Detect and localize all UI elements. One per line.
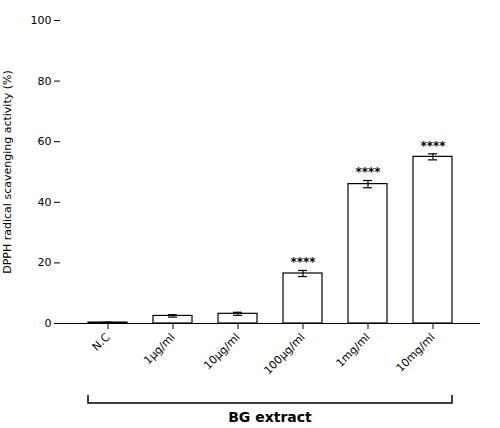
svg-text:100: 100 [31,14,52,27]
svg-text:DPPH radical scavenging activi: DPPH radical scavenging activity (%) [1,70,14,273]
svg-text:60: 60 [38,135,52,148]
svg-text:10μg/ml: 10μg/ml [201,331,242,372]
svg-text:100μg/ml: 100μg/ml [261,331,307,377]
svg-text:20: 20 [38,256,52,269]
svg-text:N.C: N.C [90,331,113,354]
svg-text:80: 80 [38,75,52,88]
svg-text:40: 40 [38,196,52,209]
svg-text:****: **** [355,165,381,179]
svg-text:****: **** [420,139,446,153]
svg-text:0: 0 [45,317,52,330]
svg-text:****: **** [290,255,316,269]
svg-text:10mg/ml: 10mg/ml [394,331,438,375]
svg-text:BG extract: BG extract [228,409,312,425]
svg-text:1mg/ml: 1mg/ml [334,331,373,370]
svg-text:1μg/ml: 1μg/ml [141,331,177,367]
